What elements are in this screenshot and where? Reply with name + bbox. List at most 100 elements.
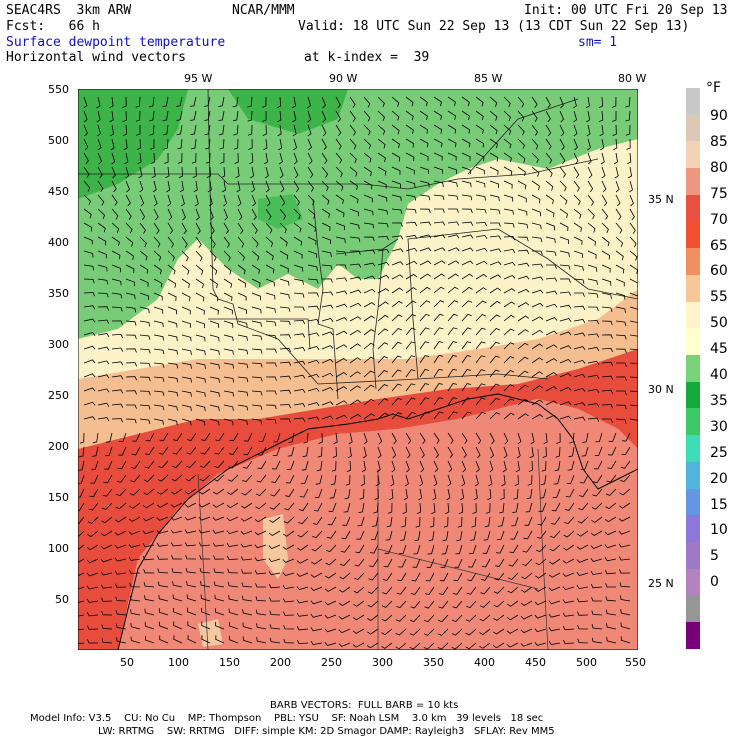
wind-barb [159,635,169,644]
wind-barb [545,414,558,420]
colorbar-swatch [686,248,700,276]
wind-barb [139,180,144,193]
wind-barb [475,355,486,364]
wind-barb [433,286,445,294]
wind-barb [495,558,505,567]
wind-barb [353,586,365,594]
wind-barb [199,488,211,495]
wind-barb [293,194,300,206]
wind-barb [195,236,202,248]
wind-barb [587,180,594,193]
wind-barb [307,416,320,421]
wind-barb [531,414,544,420]
wind-barb [552,488,561,498]
wind-barb [349,329,362,336]
wind-barb [251,376,263,382]
wind-barb [237,320,248,328]
wind-barb [503,236,515,241]
wind-barb [223,278,233,288]
wind-barb [190,138,197,150]
wind-barb [590,570,603,576]
wind-barb [130,609,141,616]
wind-barb [227,488,239,495]
wind-barb [405,383,416,392]
y-tick: 50 [55,593,69,606]
wind-barb [432,488,437,501]
wind-barb [363,222,375,229]
wind-barb [507,586,519,594]
wind-barb [460,488,465,501]
wind-barb [363,398,375,406]
wind-barb [503,356,515,364]
wind-barb [489,446,495,459]
wind-barb [433,432,440,444]
wind-barb [419,432,426,445]
x-tick: 350 [423,656,444,669]
wind-barb [223,362,234,369]
wind-barb [461,166,471,175]
wind-barb [335,138,342,150]
wind-barb [215,432,225,442]
wind-barb [329,488,337,499]
wind-barb [109,124,115,137]
wind-barb [142,516,155,522]
wind-barb [265,264,275,274]
wind-barb [503,384,515,392]
wind-barb [335,180,344,191]
wind-barb [559,222,569,232]
wind-barb [97,306,109,311]
wind-barb [125,418,137,424]
wind-barb [587,374,600,379]
wind-barb [279,208,287,220]
wind-barb [335,330,348,336]
wind-barb [528,460,533,473]
wind-barb [349,276,362,281]
wind-barb [367,586,379,594]
wind-barb [185,567,197,574]
wind-barb [83,278,95,284]
wind-barb [363,413,375,420]
wind-barb [419,166,429,175]
wind-barb [97,292,109,298]
wind-barb [489,208,501,215]
wind-barb [461,300,473,308]
wind-barb [475,152,485,162]
wind-barb [131,446,141,456]
wind-barb [410,600,421,609]
colorbar-swatch [686,541,700,570]
wind-barb [130,474,141,483]
wind-barb [419,460,425,473]
wind-barb [335,250,347,256]
wind-barb [201,635,211,644]
wind-barb [401,516,407,528]
wind-barb [176,96,183,107]
wind-barb [129,595,141,602]
wind-barb [535,572,547,579]
wind-barb [167,334,178,342]
colorbar [686,88,700,650]
wind-barb [251,222,258,234]
wind-barb [227,474,239,482]
wind-barb [479,642,491,649]
colorbar-swatch [686,194,700,222]
wind-barb [363,152,372,163]
wind-barb [517,329,529,336]
wind-barb [229,635,239,644]
wind-barb [586,124,591,137]
wind-barb [607,460,617,470]
wind-barb [405,411,416,420]
wind-barb [240,516,253,522]
wind-barb [212,542,225,547]
wind-barb [199,474,211,482]
wind-barb [223,348,234,355]
wind-barb [461,383,472,392]
wind-barb [349,138,357,150]
wind-barb [83,318,96,323]
wind-barb [446,488,451,501]
wind-barb [237,292,247,301]
wind-barb [83,387,96,392]
wind-barb [162,96,169,107]
wind-barb [79,432,85,444]
wind-barb [276,96,282,109]
wind-barb [447,260,460,266]
